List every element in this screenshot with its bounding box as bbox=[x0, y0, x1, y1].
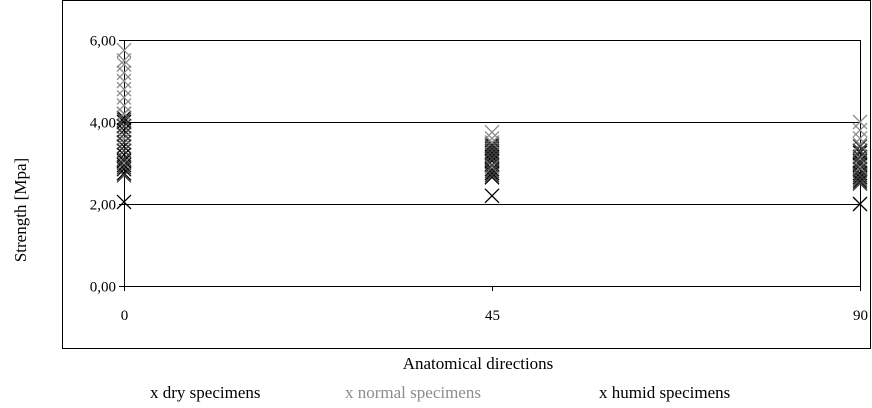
data-point-normal-specimens bbox=[852, 130, 868, 146]
data-point-normal-specimens bbox=[852, 137, 868, 153]
x-tick-label: 0 bbox=[121, 308, 129, 324]
data-point-normal-specimens bbox=[116, 65, 132, 81]
data-point-normal-specimens bbox=[116, 57, 132, 73]
data-point-humid-specimens bbox=[852, 167, 868, 183]
data-point-dry-specimens bbox=[116, 110, 132, 126]
data-point-humid-specimens bbox=[852, 176, 868, 191]
data-point-dry-specimens bbox=[116, 147, 132, 163]
y-tick-label: 0,00 bbox=[90, 280, 116, 296]
x-axis-title: Anatomical directions bbox=[403, 354, 554, 373]
data-point-humid-specimens bbox=[484, 151, 500, 167]
data-point-normal-specimens bbox=[484, 124, 500, 140]
y-tick-label: 4,00 bbox=[90, 116, 116, 132]
data-point-normal-specimens bbox=[116, 155, 132, 171]
data-point-normal-specimens bbox=[484, 130, 500, 146]
data-point-humid-specimens bbox=[484, 163, 500, 179]
data-point-humid-specimens bbox=[116, 167, 132, 183]
data-point-humid-specimens bbox=[116, 112, 132, 128]
data-point-normal-specimens bbox=[852, 122, 868, 138]
y-tick-labels: 0,00 2,00 4,00 6,00 bbox=[90, 34, 116, 296]
gridlines bbox=[124, 122, 860, 205]
chart-outer-frame bbox=[62, 0, 871, 349]
data-points bbox=[116, 42, 868, 212]
x-tick-label: 45 bbox=[485, 308, 500, 324]
data-point-dry-specimens bbox=[484, 188, 500, 204]
data-point-normal-specimens bbox=[484, 159, 500, 175]
data-point-normal-specimens bbox=[852, 114, 868, 130]
data-point-normal-specimens bbox=[116, 81, 132, 97]
data-point-normal-specimens bbox=[116, 130, 132, 146]
legend-entry-humid: x humid specimens bbox=[599, 383, 730, 402]
x-tick-labels: 0 45 90 bbox=[121, 308, 868, 324]
legend-entry-normal: x normal specimens bbox=[345, 383, 481, 402]
data-point-normal-specimens bbox=[116, 98, 132, 114]
data-point-humid-specimens bbox=[116, 135, 132, 150]
data-point-dry-specimens bbox=[116, 114, 132, 130]
data-point-humid-specimens bbox=[484, 147, 500, 163]
data-point-normal-specimens bbox=[116, 42, 132, 58]
data-point-normal-specimens bbox=[116, 73, 132, 89]
data-point-normal-specimens bbox=[116, 106, 132, 122]
data-point-humid-specimens bbox=[852, 139, 868, 155]
x-tick-label: 90 bbox=[853, 308, 868, 324]
y-tick-label: 6,00 bbox=[90, 34, 116, 50]
data-point-dry-specimens bbox=[852, 196, 868, 212]
data-point-normal-specimens bbox=[116, 89, 132, 105]
data-point-humid-specimens bbox=[484, 143, 500, 159]
y-axis-title: Strength [Mpa] bbox=[11, 158, 30, 262]
data-point-humid-specimens bbox=[116, 143, 132, 159]
data-point-humid-specimens bbox=[116, 118, 132, 134]
data-point-humid-specimens bbox=[852, 161, 868, 177]
data-point-dry-specimens bbox=[116, 139, 132, 155]
data-point-humid-specimens bbox=[116, 126, 132, 142]
data-point-dry-specimens bbox=[116, 194, 132, 210]
data-point-humid-specimens bbox=[116, 159, 132, 175]
data-point-humid-specimens bbox=[116, 151, 132, 167]
data-point-dry-specimens bbox=[484, 165, 500, 181]
y-tick-label: 2,00 bbox=[90, 198, 116, 214]
data-point-humid-specimens bbox=[484, 139, 500, 155]
legend-entry-dry: x dry specimens bbox=[150, 383, 260, 402]
data-point-dry-specimens bbox=[852, 173, 868, 189]
legend: x dry specimens x normal specimens x hum… bbox=[150, 383, 730, 402]
data-point-humid-specimens bbox=[852, 143, 868, 159]
data-point-humid-specimens bbox=[852, 155, 868, 171]
